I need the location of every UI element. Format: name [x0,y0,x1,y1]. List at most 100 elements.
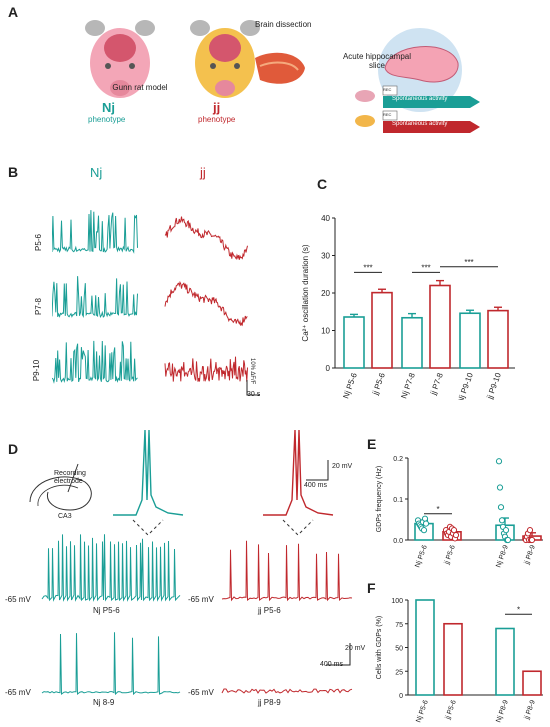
panel-a-illustration [85,20,480,133]
y-tick-label: 0.2 [393,456,403,463]
nj-activity-arrow [383,96,480,108]
x-tick-label-4: Nj P9-10 [456,371,475,400]
nj-inset-spike [113,429,184,516]
col-header-nj: Nj [90,165,103,180]
y-axis-label: Cells with GDPs (%) [376,616,383,679]
bar-3 [522,670,542,696]
nj-8-9-trace [41,632,181,695]
x-tick-label-0: Nj P5-6 [415,699,430,723]
activity-label-nj: Spontaneous activity [392,96,448,102]
bar-1 [443,622,463,696]
scale-bar-d [326,643,351,666]
jj-phenotype-name: jj [213,100,221,115]
dissected-brain-icon [255,52,305,84]
data-point [421,515,429,522]
nj-rat-icon [355,90,375,102]
panel-b-label: B [8,164,19,180]
y-axis-label: Ca²⁺ oscillation duration (s) [301,244,310,341]
scale-inset-y: 20 mV [332,463,353,470]
trace-label-jj-p5-6: jj P5-6 [258,606,281,615]
patch-clamp-traces [41,429,353,695]
data-point [422,520,430,527]
panel-f-label: F [367,580,376,596]
x-tick-label-2: Nj P8-9 [495,699,510,723]
y-tick-label: 50 [395,646,403,653]
panel-a-label: A [8,4,19,20]
jj-rat-icon [355,115,375,127]
x-tick-label-3: jj P8-9 [523,699,537,721]
y-tick-label: 100 [391,598,403,605]
chart-f-cells-with-gdps: 0 25 50 75 100 Cells with GDPs (%) Nj P5-6 jj P… [376,598,543,724]
bar-0 [415,599,435,696]
data-point [498,517,506,524]
chart-e-gdp-frequency: 0.0 0.1 0.2 GDPs frequency (Hz) Nj P5-6 jj P5… [376,456,543,569]
nj-phenotype-name: Nj [102,100,115,115]
data-point [495,458,503,465]
row-label-p9-10: P9-10 [32,359,42,382]
data-point [497,504,505,511]
x-tick-label-3: jj P8-9 [523,544,537,566]
bar-2 [495,627,515,696]
scale-b-x: 30 s [247,391,261,398]
slice-label: Acute hippocampal slice [342,52,412,70]
trace-label-jj-p8-9: jj P8-9 [258,698,281,707]
vm-label-2: -65 mV [188,595,214,604]
hippocampus-schematic [29,463,92,511]
y-tick-label: 0.0 [393,538,403,545]
vm-label-1: -65 mV [5,595,31,604]
panel-c-label: C [317,176,328,192]
bar-4 [459,312,481,369]
bar-3 [429,284,451,369]
nj-rat-head-icon [85,20,155,98]
data-point [526,527,534,534]
data-point [496,484,504,491]
y-tick-label: 0 [326,364,331,373]
x-tick-label-3: jj P7-8 [428,371,445,397]
y-tick-label: 20 [321,289,330,298]
y-tick-label: 75 [395,622,403,629]
nj-trace-row-1 [52,210,138,254]
data-point [528,536,536,544]
x-tick-label-2: Nj P8-9 [495,544,510,568]
jj-activity-arrow [383,121,480,133]
scale-inset-x: 400 ms [304,482,327,489]
row-label-p5-6: P5-6 [33,234,43,251]
data-point [452,531,460,539]
model-label: Gunn rat model [112,83,168,92]
x-tick-label-1: jj P5-6 [443,544,457,566]
jj-trace-row-2 [164,280,248,327]
scale-d-y: 20 mV [345,645,366,652]
scale-bar-inset [306,460,329,481]
nj-phenotype-sub: phenotype [88,115,126,124]
data-point [450,527,458,534]
jj-inset-spike [263,429,334,516]
sig-bracket-2-stars: *** [421,263,430,272]
bar-1 [371,291,393,369]
data-point [420,527,428,534]
bar-2 [401,316,423,369]
jj-trace-row-1 [164,216,248,260]
electrode-icon [67,463,79,493]
scale-b-y: 10% ΔF/F [249,358,255,385]
x-tick-label-0: Nj P5-6 [414,544,429,568]
x-tick-label-1: jj P5-6 [370,371,387,397]
panel-d-label: D [8,441,19,457]
jj-inset-spike-zoom-lines [282,519,314,536]
jj-rat-head-icon [190,20,260,98]
x-tick-label-2: Nj P7-8 [399,371,417,400]
sig-bracket-f-star: * [517,605,520,614]
vm-label-4: -65 mV [188,688,214,697]
vm-label-3: -65 mV [5,688,31,697]
data-point [504,536,512,544]
sig-bracket-1-stars: *** [363,263,372,272]
y-tick-label: 40 [321,214,330,223]
x-tick-label-0: Nj P5-6 [341,371,359,400]
bar-0 [343,316,365,369]
y-tick-label: 10 [321,327,330,336]
y-axis-label: GDPs frequency (Hz) [376,466,383,533]
calcium-traces [52,210,260,396]
sig-bracket-3-stars: *** [464,258,473,267]
nj-trace-row-2 [52,276,138,319]
y-tick-label: 0.1 [393,497,403,504]
nj-p5-6-trace [41,534,181,602]
